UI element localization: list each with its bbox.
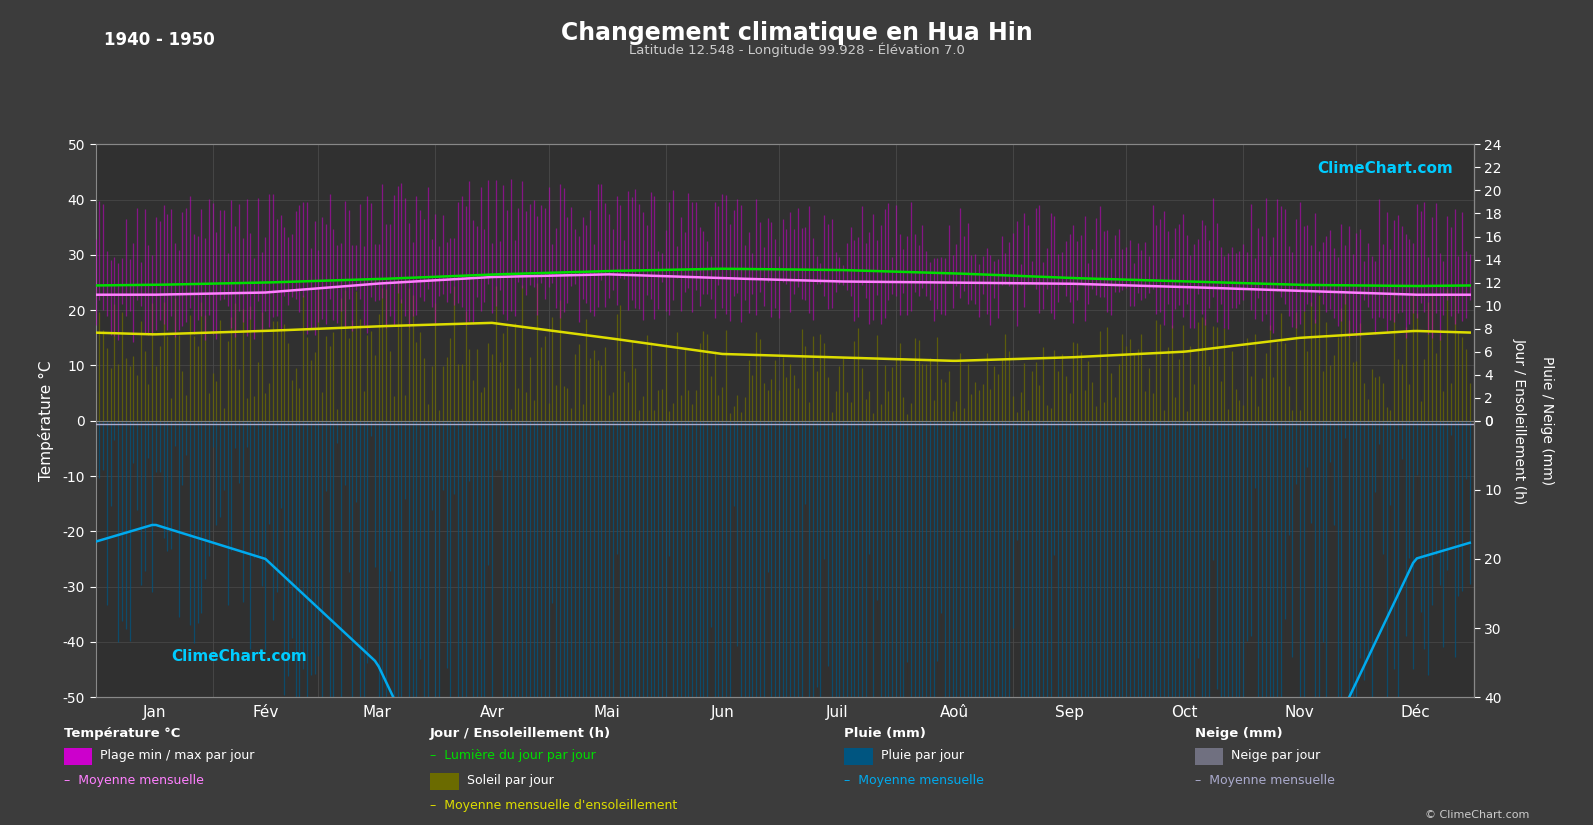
Text: Neige (mm): Neige (mm) [1195, 727, 1282, 740]
Text: Latitude 12.548 - Longitude 99.928 - Élévation 7.0: Latitude 12.548 - Longitude 99.928 - Élé… [629, 43, 964, 58]
Text: –  Moyenne mensuelle: – Moyenne mensuelle [64, 774, 204, 787]
Text: Plage min / max par jour: Plage min / max par jour [100, 749, 255, 762]
Text: Pluie par jour: Pluie par jour [881, 749, 964, 762]
Text: © ClimeChart.com: © ClimeChart.com [1424, 810, 1529, 820]
Text: ClimeChart.com: ClimeChart.com [1317, 161, 1453, 176]
Text: ClimeChart.com: ClimeChart.com [172, 649, 307, 664]
Y-axis label: Pluie / Neige (mm): Pluie / Neige (mm) [1540, 356, 1555, 485]
Text: Jour / Ensoleillement (h): Jour / Ensoleillement (h) [430, 727, 612, 740]
Text: 1940 - 1950: 1940 - 1950 [104, 31, 215, 50]
Text: –  Moyenne mensuelle: – Moyenne mensuelle [844, 774, 984, 787]
Text: Température °C: Température °C [64, 727, 180, 740]
Text: –  Moyenne mensuelle: – Moyenne mensuelle [1195, 774, 1335, 787]
Y-axis label: Température °C: Température °C [38, 361, 54, 481]
Text: –  Moyenne mensuelle d'ensoleillement: – Moyenne mensuelle d'ensoleillement [430, 799, 677, 812]
Y-axis label: Jour / Ensoleillement (h): Jour / Ensoleillement (h) [1513, 337, 1526, 504]
Text: Neige par jour: Neige par jour [1231, 749, 1321, 762]
Text: –  Lumière du jour par jour: – Lumière du jour par jour [430, 749, 596, 762]
Text: Changement climatique en Hua Hin: Changement climatique en Hua Hin [561, 21, 1032, 45]
Text: Soleil par jour: Soleil par jour [467, 774, 553, 787]
Text: Pluie (mm): Pluie (mm) [844, 727, 926, 740]
